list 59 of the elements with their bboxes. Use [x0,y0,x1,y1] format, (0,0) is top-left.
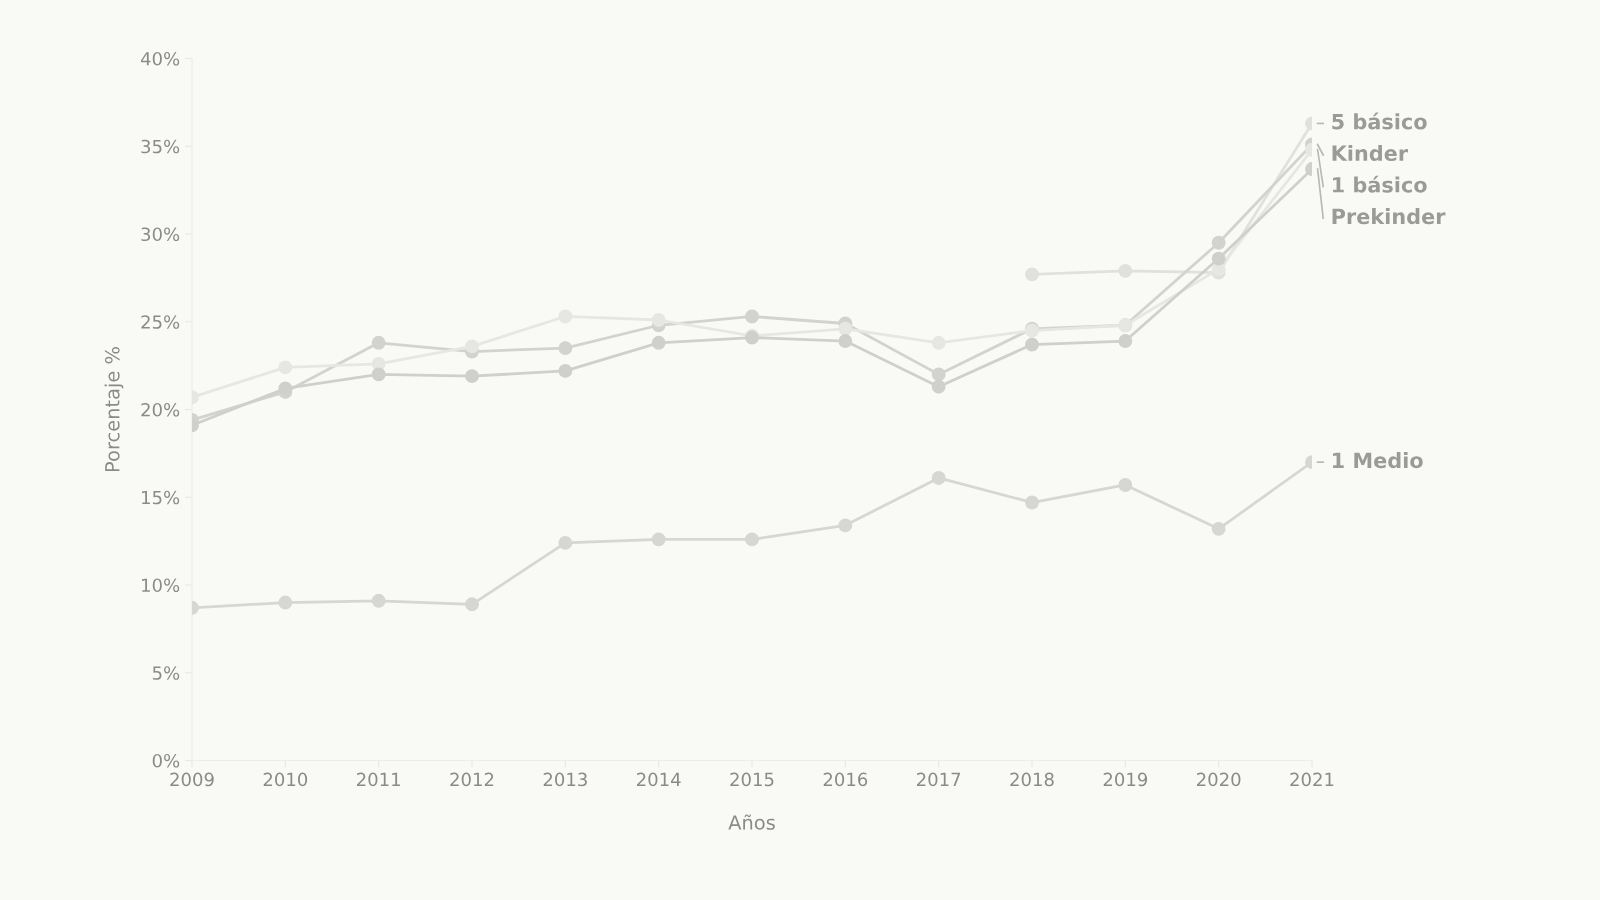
point [465,597,479,612]
x-tick-label: 2010 [263,772,308,787]
y-tick-label: 25% [141,315,180,329]
x-tick-label: 2020 [1197,772,1241,787]
point [371,335,386,350]
x-tick-label: 2017 [917,772,961,787]
point [1118,334,1133,349]
x-tick-label: 2014 [637,772,681,787]
y-tick-label: 35% [141,139,180,154]
series-label: Kinder [1332,144,1409,162]
point [838,321,853,336]
point [465,339,479,354]
series-label: 5 básico [1332,112,1427,130]
point [651,532,666,547]
series-label: Prekinder [1332,208,1446,225]
point [1118,263,1133,278]
point [1211,235,1226,250]
x-tick-label: 2012 [450,772,494,787]
series-label: 1 básico [1333,175,1427,193]
point [745,309,759,324]
x-axis-title: Años [728,814,775,830]
point [1118,478,1133,492]
point [1211,521,1226,536]
series-label: 1 Medio [1333,452,1423,469]
y-tick-label: 15% [142,490,180,505]
y-tick-label: 20% [141,402,180,417]
y-tick-label: 10% [142,578,180,593]
point [931,367,946,382]
point [838,334,853,349]
y-tick-label: 5% [152,666,180,680]
y-tick-label: 30% [141,227,180,242]
x-tick-label: 2011 [357,772,400,787]
y-axis-title: Porcentaje % [104,347,124,472]
x-tick-label: 2015 [730,772,774,787]
point [651,313,666,327]
x-tick-label: 2021 [1290,772,1334,787]
point [558,363,573,378]
point [931,470,946,485]
point [1025,337,1039,352]
point [745,532,759,547]
x-tick-label: 2018 [1010,772,1054,787]
point [465,369,479,384]
point [278,595,293,610]
point [558,341,573,356]
y-tick-label: 40% [140,51,180,66]
point [558,535,573,550]
point [931,379,946,394]
y-tick-label: 0% [152,753,180,768]
x-tick-label: 2016 [823,772,868,787]
point [1025,267,1039,282]
x-tick-label: 2009 [170,772,214,787]
point [371,593,386,608]
point [371,367,386,382]
x-tick-label: 2019 [1103,772,1148,787]
point [838,518,853,533]
x-tick-label: 2013 [543,772,587,787]
point [1211,251,1226,266]
point [1025,495,1039,510]
point [651,335,666,350]
